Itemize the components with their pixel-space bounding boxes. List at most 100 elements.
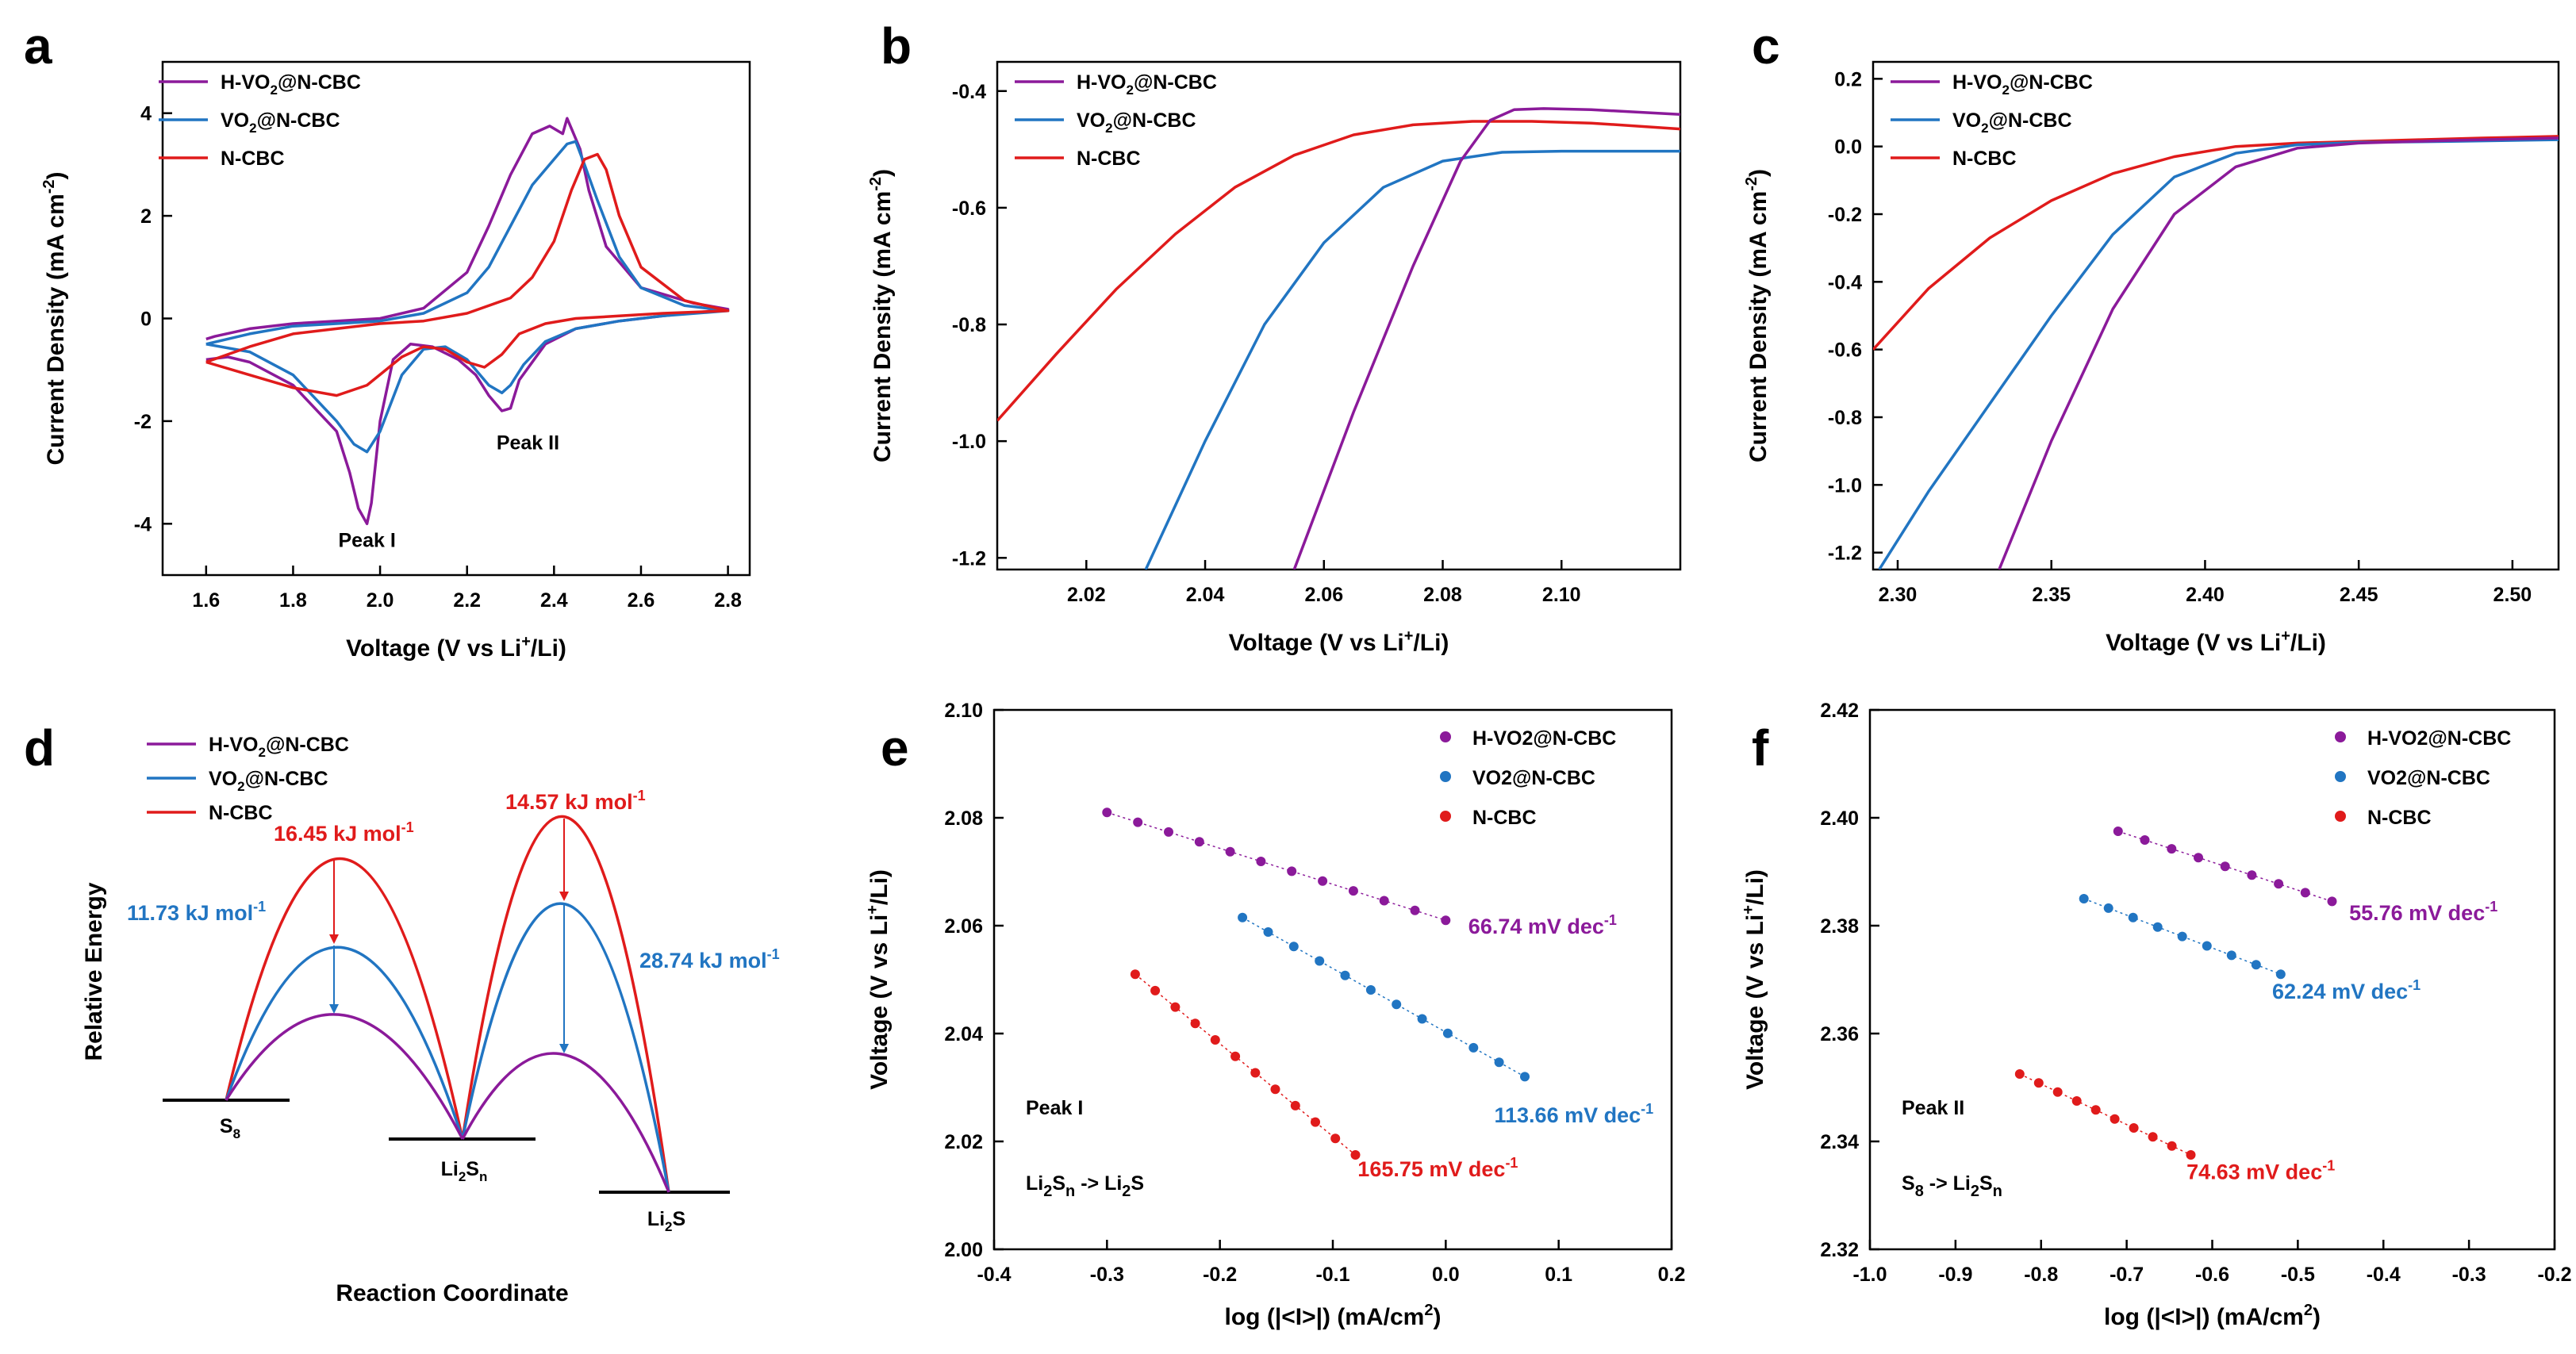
y-tick-label: 2.00	[944, 1239, 983, 1261]
y-tick-label: -0.4	[1828, 271, 1862, 293]
x-axis-label: log (|<I>|) (mA/cm2)	[2104, 1302, 2321, 1330]
peak-label: Peak II	[1902, 1097, 1964, 1119]
data-point-v	[1417, 1014, 1427, 1024]
data-point-n	[1130, 969, 1140, 980]
legend-dot-n	[2335, 811, 2346, 822]
series-line-h	[1292, 107, 1680, 570]
legend-label-h: H-VO2@N-CBC	[209, 734, 349, 760]
energy-curve-h	[225, 1013, 670, 1193]
x-tick-label: -0.5	[2281, 1264, 2315, 1286]
legend-label-v: VO2@N-CBC	[1952, 109, 2072, 136]
x-tick-label: -1.0	[1852, 1264, 1887, 1286]
y-tick-label: 2.32	[1820, 1239, 1859, 1261]
series-line-n	[205, 152, 730, 397]
legend-label-v: VO2@N-CBC	[209, 768, 328, 794]
series-line-v	[205, 140, 730, 454]
legend-label-n: N-CBC	[1952, 148, 2017, 170]
data-point-h	[1194, 837, 1204, 847]
legend-label-v: VO2@N-CBC	[1472, 767, 1595, 789]
x-tick-label: 2.35	[2032, 584, 2071, 606]
state-label: Li2Sn	[441, 1158, 488, 1184]
data-point-n	[1190, 1018, 1200, 1029]
x-tick-label: -0.6	[2195, 1264, 2229, 1286]
legend-label-h: H-VO2@N-CBC	[1077, 71, 1217, 98]
data-point-v	[2275, 969, 2286, 980]
panel-b: b 2.02 2.04 2.06 2.08 2.10 -1.2 -1.0 -0.8 -0.6 -0.…	[867, 17, 1682, 656]
barrier-label: 11.73 kJ mol-1	[127, 899, 266, 925]
panel-f: f -1.0 -0.9 -0.8 -0.7 -0.6 -0.5 -0.4 -0.3 -0.2 2.3…	[1740, 700, 2572, 1330]
x-tick-label: 2.06	[1304, 584, 1343, 606]
data-point-h	[2167, 844, 2177, 854]
y-tick-label: 2.10	[944, 700, 983, 722]
state-label: Li2S	[647, 1208, 685, 1234]
peak-i-label: Peak I	[338, 529, 395, 551]
slope-label-v: 113.66 mV dec-1	[1495, 1101, 1654, 1127]
y-tick-label: 0.0	[1834, 136, 1862, 159]
y-axis-label: Current Density (mA cm-2)	[867, 169, 896, 462]
slope-label-h: 55.76 mV dec-1	[2349, 899, 2497, 925]
data-point-v	[1494, 1057, 1504, 1068]
legend-dot-v	[2335, 771, 2346, 782]
data-point-n	[1350, 1150, 1361, 1160]
x-tick-label: 2.4	[540, 589, 568, 612]
data-point-n	[1170, 1002, 1181, 1012]
data-point-n	[2090, 1105, 2101, 1115]
x-tick-label: 2.6	[628, 589, 655, 612]
data-point-h	[1348, 886, 1358, 896]
slope-label-h: 66.74 mV dec-1	[1468, 912, 1617, 938]
data-point-h	[1164, 827, 1173, 837]
x-tick-label: -0.4	[2367, 1264, 2401, 1286]
data-point-n	[2014, 1069, 2025, 1079]
y-tick-label: -1.2	[952, 547, 986, 570]
x-tick-label: 0.2	[1658, 1264, 1686, 1286]
data-point-n	[1150, 985, 1161, 995]
x-axis-label: Voltage (V vs Li+/Li)	[346, 633, 566, 662]
data-point-h	[2300, 888, 2310, 898]
data-point-v	[1468, 1042, 1479, 1053]
data-point-v	[1340, 970, 1350, 980]
legend-dot-h	[2335, 731, 2346, 742]
series-line-n	[997, 120, 1680, 422]
plot-frame	[161, 60, 751, 577]
data-point-v	[1442, 1028, 1453, 1038]
fit-line-v	[2083, 898, 2282, 975]
y-tick-label: 2.06	[944, 915, 983, 938]
x-tick-label: 2.0	[367, 589, 394, 612]
data-point-n	[2167, 1141, 2177, 1151]
y-tick-label: -1.0	[1828, 474, 1862, 497]
legend-label-h: H-VO2@N-CBC	[1472, 727, 1616, 750]
slope-label-n: 74.63 mV dec-1	[2186, 1158, 2335, 1184]
fit-line-v	[1242, 917, 1526, 1078]
panel-a: a 1.6 1.8 2.0 2.2 2.4 2.6 2.8 -4 -2 0 2 4 H-VO2@N-CBC…	[24, 17, 751, 662]
data-point-h	[1318, 876, 1328, 886]
y-tick-label: -2	[134, 411, 152, 433]
data-point-h	[1102, 807, 1112, 818]
y-tick-label: -0.4	[952, 81, 986, 103]
x-tick-label: 2.10	[1542, 584, 1581, 606]
energy-curve-v	[225, 902, 670, 1193]
arrow-ts2-n-head	[559, 892, 569, 901]
legend-dot-v	[1440, 771, 1451, 782]
y-axis-label: Current Density (mA cm-2)	[40, 171, 69, 465]
panel-label: d	[24, 719, 55, 777]
y-tick-label: -1.2	[1828, 543, 1862, 565]
data-point-h	[1379, 896, 1389, 906]
data-point-h	[1256, 857, 1266, 866]
peak-label: Peak I	[1026, 1097, 1083, 1119]
legend-label-h: H-VO2@N-CBC	[1952, 71, 2093, 98]
legend-label-h: H-VO2@N-CBC	[2367, 727, 2511, 750]
peak-ii-label: Peak II	[497, 432, 559, 454]
data-point-h	[1441, 915, 1451, 926]
y-tick-label: -0.2	[1828, 204, 1862, 226]
data-point-h	[1410, 905, 1420, 915]
data-point-h	[1225, 846, 1235, 857]
data-point-v	[1288, 942, 1299, 952]
y-tick-label: 2.36	[1820, 1023, 1859, 1045]
y-tick-label: 2.08	[944, 807, 983, 830]
y-tick-label: 2	[140, 205, 152, 228]
data-point-h	[1133, 817, 1143, 827]
x-tick-label: -0.9	[1938, 1264, 1972, 1286]
x-tick-label: 2.45	[2340, 584, 2378, 606]
x-axis-label: Voltage (V vs Li+/Li)	[2106, 627, 2326, 656]
